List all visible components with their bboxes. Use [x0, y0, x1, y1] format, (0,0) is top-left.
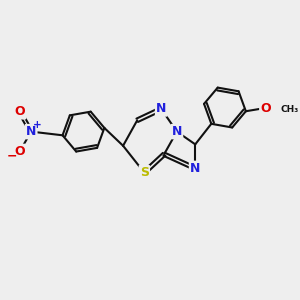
- Text: +: +: [32, 119, 41, 130]
- Text: N: N: [26, 125, 36, 138]
- Text: N: N: [172, 125, 182, 138]
- Text: −: −: [7, 149, 17, 162]
- Text: N: N: [190, 162, 200, 175]
- Text: O: O: [14, 145, 25, 158]
- Text: CH₃: CH₃: [280, 105, 298, 114]
- Text: O: O: [260, 102, 271, 115]
- Text: O: O: [14, 105, 25, 118]
- Text: S: S: [140, 166, 149, 179]
- Text: N: N: [156, 103, 166, 116]
